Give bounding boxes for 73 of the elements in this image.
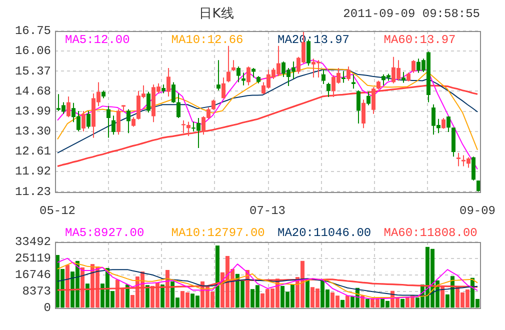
candlestick [106,106,110,138]
candlestick [346,66,350,82]
bar [86,284,90,308]
candlestick [66,96,70,118]
y-tick-label: 16.06 [14,44,51,58]
text: MA20:11046.00 [278,226,372,240]
candlestick [472,156,476,182]
y-tick-label: 16.75 [14,24,51,38]
text: MA10:12797.00 [171,226,265,240]
y-tick-label: 25119 [14,252,51,266]
y-tick-label: 13.99 [14,104,51,118]
candlestick [176,93,180,118]
bar [160,284,164,308]
candlestick [112,115,116,136]
y-tick-label: 11.23 [14,184,51,199]
y-tick-label: 13.30 [14,124,51,139]
candlestick [132,116,136,128]
candlestick [212,99,216,110]
y-tick-label: 0 [44,301,51,316]
candlestick [372,86,376,114]
candlestick [342,70,346,84]
candlestick [242,72,246,86]
candlestick [86,110,90,129]
candlestick [222,77,226,99]
candlestick [232,60,236,72]
bar [400,298,404,308]
candlestick [352,74,356,90]
text: MA5:12.00 [65,33,130,48]
bar [366,298,370,308]
y-tick-label: 15.37 [14,64,51,78]
bar [66,264,70,308]
y-tick-label: 11.92 [14,164,51,179]
bar [166,270,170,308]
candlestick [226,45,230,83]
candlestick [126,108,130,134]
candlestick [146,91,150,113]
candlestick [402,72,406,84]
y-tick-label: 12.61 [14,144,51,159]
x-tick-label: 07-13 [249,204,286,218]
candlestick [322,69,326,84]
y-tick-label: 8373 [22,284,51,299]
candlestick [326,82,330,98]
x-tick-label: 05-12 [39,204,76,218]
bar [346,296,350,308]
candlestick [362,99,366,129]
candlestick [446,116,450,132]
y-tick-label: 16746 [14,268,51,282]
candlestick [442,117,446,130]
candlestick [116,108,120,136]
text: MA60:13.97 [384,33,456,48]
candlestick [456,152,460,167]
bar [146,285,150,308]
y-tick-label: 14.68 [14,84,51,98]
bar [306,278,310,308]
x-tick-label: 09-09 [459,204,496,218]
candlestick [236,66,240,83]
candlestick [246,66,250,86]
candlestick [356,90,360,124]
text: MA10:12.66 [171,33,244,48]
text: MA60:11808.00 [384,226,478,240]
candlestick [172,82,176,104]
candlestick [166,67,170,97]
candlestick [412,60,416,74]
bar [216,246,220,308]
series-label: MA5:8927.00 [65,226,144,240]
candlestick [82,110,86,132]
candlestick [366,91,370,106]
chart-title: 日K线 [199,6,234,22]
chart-subtitle: 2011-09-09 09:58:55 [343,7,480,22]
y-tick-label: 33492 [14,235,51,250]
bar [340,300,344,308]
candlestick [216,60,220,91]
bar [440,286,444,308]
